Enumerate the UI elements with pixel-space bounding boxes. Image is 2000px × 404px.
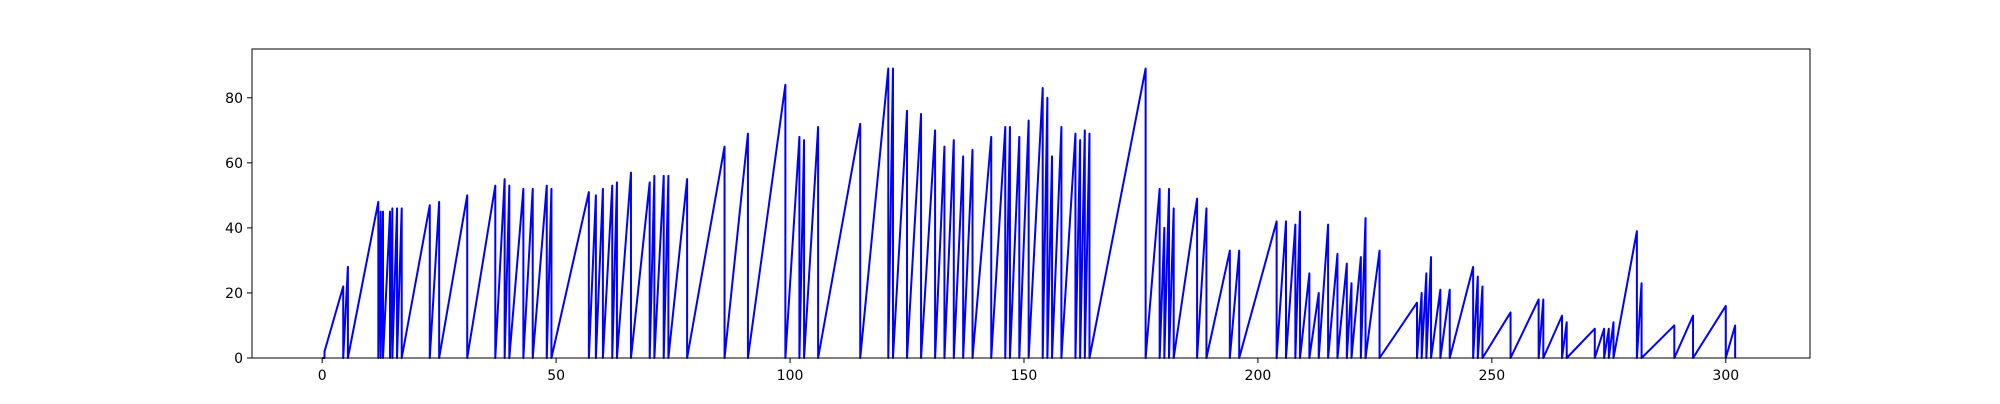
y-tick-label: 80 [225, 91, 243, 107]
x-tick-label: 200 [1245, 368, 1272, 384]
x-tick-label: 100 [777, 368, 804, 384]
x-tick-label: 150 [1011, 368, 1038, 384]
y-tick-label: 20 [225, 286, 243, 302]
plot-frame [251, 48, 1811, 359]
x-tick-label: 0 [318, 368, 327, 384]
y-tick-label: 0 [234, 351, 243, 367]
axes: 0 50 100 150 200 250 300 0 20 40 60 80 [225, 48, 1811, 384]
y-tick-label: 40 [225, 221, 243, 237]
x-tick-label: 250 [1478, 368, 1505, 384]
x-tick-label: 50 [547, 368, 565, 384]
x-tick-label: 300 [1712, 368, 1739, 384]
y-tick-label: 60 [225, 156, 243, 172]
